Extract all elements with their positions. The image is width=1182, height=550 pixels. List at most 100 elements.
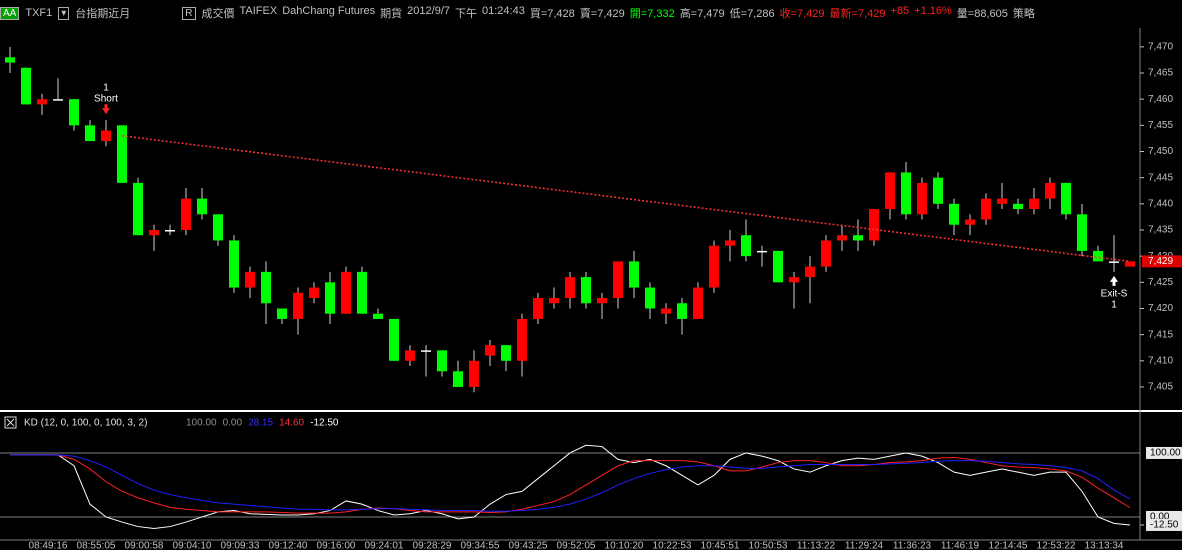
candle-body <box>1061 182 1071 215</box>
candle-body <box>1013 203 1023 210</box>
candle-body <box>869 209 879 241</box>
legend-value: 28.15 <box>248 418 273 429</box>
y-tick-label: 7,460 <box>1148 94 1173 105</box>
quote-item: 成交價 <box>201 8 235 20</box>
candle-body <box>101 130 111 142</box>
y-tick-label: 7,405 <box>1148 382 1173 393</box>
candle-body <box>693 287 703 319</box>
symbol-box[interactable]: AA <box>0 6 20 20</box>
y-tick-box <box>1146 510 1182 523</box>
candle-body <box>293 292 303 319</box>
y-tick-label: 7,450 <box>1148 146 1173 157</box>
quote-item: +1.16% <box>914 5 952 17</box>
x-tick-label: 10:10:20 <box>605 541 644 550</box>
candle-body <box>277 308 287 319</box>
quote-item: +85 <box>890 5 910 17</box>
candle-body <box>117 125 127 183</box>
y-tick-box <box>1146 518 1182 531</box>
exit-label: Exit-S <box>1101 288 1128 299</box>
contract-toggle[interactable]: ▾ <box>58 6 70 20</box>
candle-body <box>437 350 447 372</box>
candle-body <box>1077 214 1087 251</box>
candle-body <box>501 345 511 361</box>
candle-body <box>85 125 95 142</box>
candle-body <box>213 214 223 241</box>
exit-arrow <box>1110 275 1118 286</box>
y-tick-label: -12.50 <box>1150 520 1179 531</box>
candle-body <box>645 287 655 309</box>
x-tick-label: 09:24:01 <box>365 541 404 550</box>
candle-body <box>997 198 1007 204</box>
trend-line <box>121 135 1131 263</box>
entry-label: Short <box>94 94 118 105</box>
candle-body <box>533 298 543 319</box>
kd-line <box>10 454 1131 512</box>
kd-line <box>10 454 1131 514</box>
candle-body <box>661 308 671 314</box>
x-tick-label: 12:14:45 <box>989 541 1028 550</box>
x-tick-label: 12:53:22 <box>1037 541 1076 550</box>
candle-body <box>885 172 895 210</box>
candle-body <box>949 203 959 225</box>
candle-body <box>309 287 319 299</box>
candle-body <box>1125 261 1135 267</box>
candle-body <box>53 99 63 101</box>
legend-value: -12.50 <box>310 418 339 429</box>
last-price-tag <box>1142 255 1182 268</box>
candle-body <box>677 303 687 319</box>
candle-body <box>1109 261 1119 263</box>
y-tick-label: 7,435 <box>1148 225 1173 236</box>
x-tick-label: 11:13:22 <box>797 541 836 550</box>
quote-item: 01:24:43 <box>482 5 525 17</box>
kd-line <box>10 444 1131 529</box>
candle-body <box>5 57 15 63</box>
candle-body <box>613 261 623 299</box>
y-tick-label: 7,445 <box>1148 172 1173 183</box>
x-tick-label: 11:46:19 <box>941 541 980 550</box>
candle-body <box>1029 198 1039 210</box>
x-tick-label: 09:34:55 <box>461 541 500 550</box>
quote-items: 成交價 TAIFEX DahChang Futures 期貨 2012/9/7 下午 01:… <box>202 5 1035 21</box>
legend-value: 100.00 <box>186 418 217 429</box>
candle-body <box>245 271 255 288</box>
quote-item: 低=7,286 <box>729 8 775 20</box>
r-box[interactable]: R <box>182 6 196 20</box>
candle-body <box>229 240 239 288</box>
exit-count: 1 <box>1111 299 1117 310</box>
y-tick-label: 7,420 <box>1148 303 1173 314</box>
indicator-title: KD (12, 0, 100, 0, 100, 3, 2) <box>24 418 147 429</box>
x-tick-label: 11:29:24 <box>845 541 884 550</box>
candle-body <box>917 182 927 215</box>
quote-item: 賣=7,429 <box>579 8 625 20</box>
candle-body <box>405 350 415 361</box>
entry-count: 1 <box>103 83 109 94</box>
x-tick-label: 13:13:34 <box>1085 541 1124 550</box>
quote-item: TAIFEX <box>239 5 278 17</box>
candle-body <box>549 298 559 304</box>
entry-arrow <box>102 104 110 115</box>
candle-body <box>837 235 847 241</box>
y-tick-label: 7,465 <box>1148 68 1173 79</box>
x-tick-label: 10:50:53 <box>749 541 788 550</box>
candle-body <box>421 350 431 352</box>
candle-body <box>773 250 783 283</box>
candle-body <box>789 277 799 283</box>
y-tick-label: 0.00 <box>1150 512 1170 523</box>
y-tick-label: 7,470 <box>1148 41 1173 52</box>
candle-body <box>69 99 79 126</box>
y-tick-label: 7,440 <box>1148 198 1173 209</box>
y-tick-label: 7,455 <box>1148 120 1173 131</box>
quote-item: 2012/9/7 <box>407 5 450 17</box>
candle-body <box>981 198 991 220</box>
y-tick-label: 7,415 <box>1148 329 1173 340</box>
x-tick-label: 09:43:25 <box>509 541 548 550</box>
candle-body <box>597 298 607 304</box>
candle-body <box>197 198 207 215</box>
candle-body <box>821 240 831 267</box>
quote-item: 收=7,429 <box>779 8 825 20</box>
quote-item: 最新=7,429 <box>829 8 886 20</box>
y-tick-label: 100.00 <box>1150 448 1181 459</box>
candle-body <box>629 261 639 288</box>
